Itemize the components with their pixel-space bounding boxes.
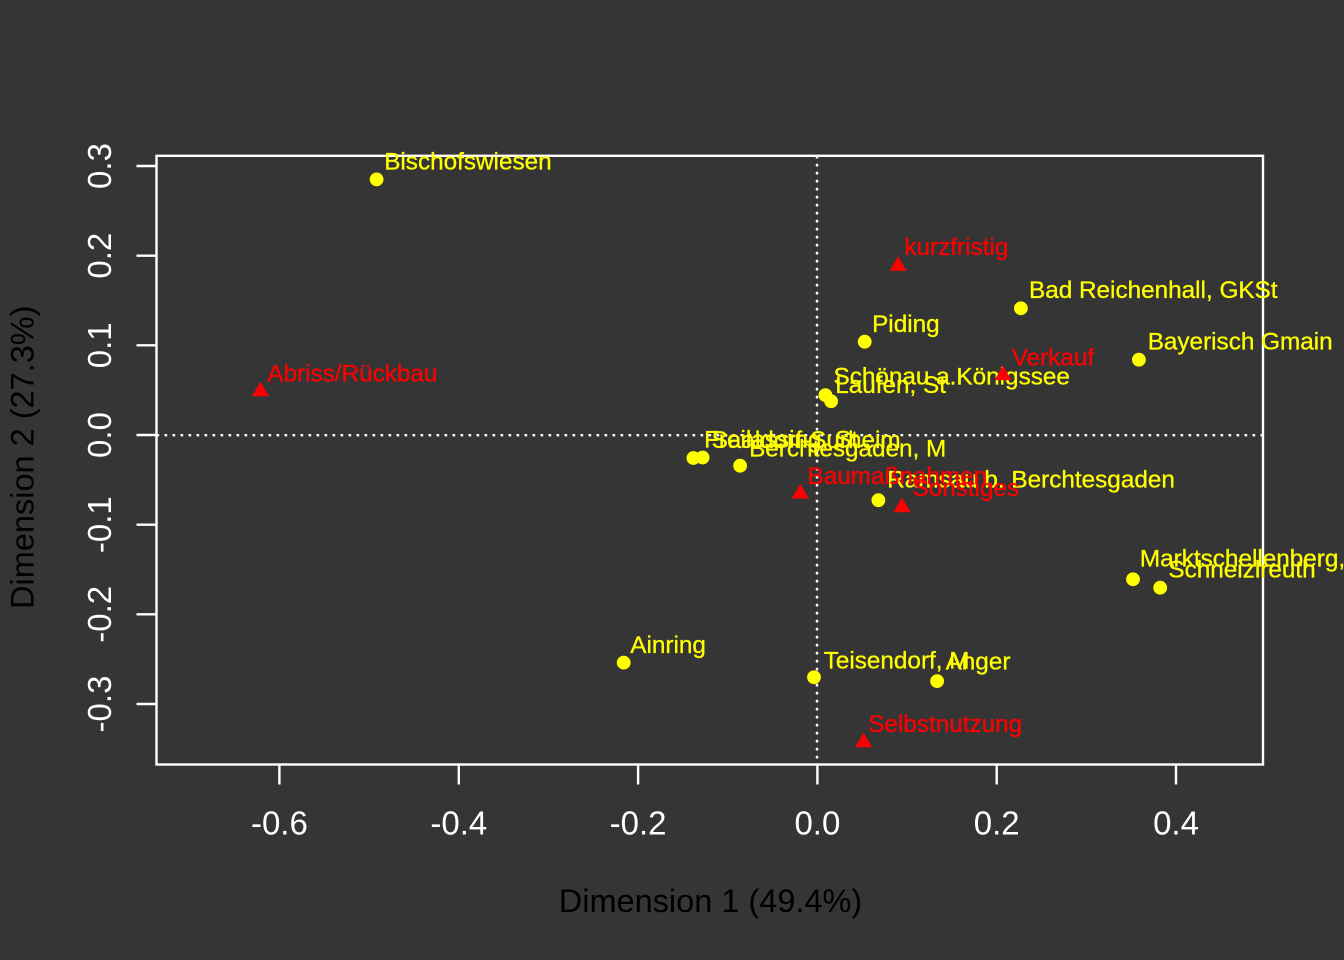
svg-text:Abriss/Rückbau: Abriss/Rückbau — [267, 361, 437, 388]
svg-text:0.1: 0.1 — [81, 322, 118, 368]
svg-text:Schneizlreuth: Schneizlreuth — [1168, 556, 1315, 583]
svg-text:-0.2: -0.2 — [81, 586, 118, 643]
svg-text:Marktschellenberg, M: Marktschellenberg, M — [1140, 546, 1344, 573]
svg-text:Ainring: Ainring — [630, 632, 706, 659]
svg-text:Verkauf: Verkauf — [1012, 345, 1095, 372]
svg-text:Bayerisch Gmain: Bayerisch Gmain — [1148, 328, 1333, 355]
svg-text:Bischofswiesen: Bischofswiesen — [384, 149, 551, 176]
svg-text:0.3: 0.3 — [81, 143, 118, 189]
svg-text:Schönau a.Königssee: Schönau a.Königssee — [834, 364, 1070, 391]
svg-text:Sonstiges: Sonstiges — [913, 475, 1020, 502]
svg-text:Selbstnutzung: Selbstnutzung — [868, 711, 1022, 738]
svg-text:0.4: 0.4 — [1153, 805, 1199, 842]
svg-text:-0.6: -0.6 — [251, 805, 308, 842]
svg-text:Dimension 2 (27.3%): Dimension 2 (27.3%) — [5, 305, 41, 608]
svg-text:0.0: 0.0 — [81, 412, 118, 458]
svg-text:Teisendorf, M: Teisendorf, M — [824, 647, 970, 674]
svg-text:Freilassing, St: Freilassing, St — [704, 427, 858, 454]
svg-text:Baumaßnahmen: Baumaßnahmen — [808, 463, 988, 490]
svg-text:0.2: 0.2 — [81, 233, 118, 279]
svg-text:0.0: 0.0 — [794, 805, 840, 842]
svg-text:-0.4: -0.4 — [430, 805, 487, 842]
svg-text:-0.2: -0.2 — [610, 805, 667, 842]
svg-text:Bad Reichenhall, GKSt: Bad Reichenhall, GKSt — [1029, 277, 1278, 304]
svg-text:Piding: Piding — [872, 311, 940, 338]
svg-text:0.2: 0.2 — [974, 805, 1020, 842]
svg-text:-0.1: -0.1 — [81, 496, 118, 553]
svg-text:Dimension 1 (49.4%): Dimension 1 (49.4%) — [559, 883, 862, 919]
svg-text:Ramsau b. Berchtesgaden: Ramsau b. Berchtesgaden — [887, 467, 1175, 494]
svg-text:Berchtesgaden, M: Berchtesgaden, M — [749, 436, 946, 463]
svg-text:Saaldorf-Surheim: Saaldorf-Surheim — [712, 427, 901, 454]
svg-text:kurzfristig: kurzfristig — [904, 234, 1008, 261]
svg-text:Anger: Anger — [946, 649, 1011, 676]
svg-text:-0.3: -0.3 — [81, 676, 118, 733]
svg-text:Laufen, St: Laufen, St — [835, 372, 946, 399]
